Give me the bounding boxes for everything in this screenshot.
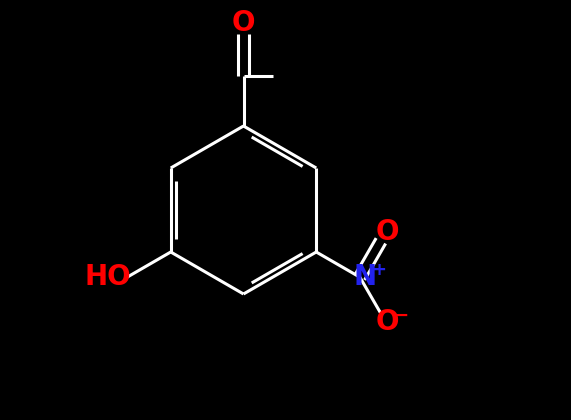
Text: −: − — [393, 306, 409, 325]
Text: HO: HO — [85, 263, 131, 291]
Text: O: O — [376, 218, 399, 247]
Text: O: O — [376, 308, 399, 336]
Text: O: O — [232, 9, 255, 37]
Text: +: + — [371, 261, 387, 278]
Text: N: N — [353, 263, 376, 291]
